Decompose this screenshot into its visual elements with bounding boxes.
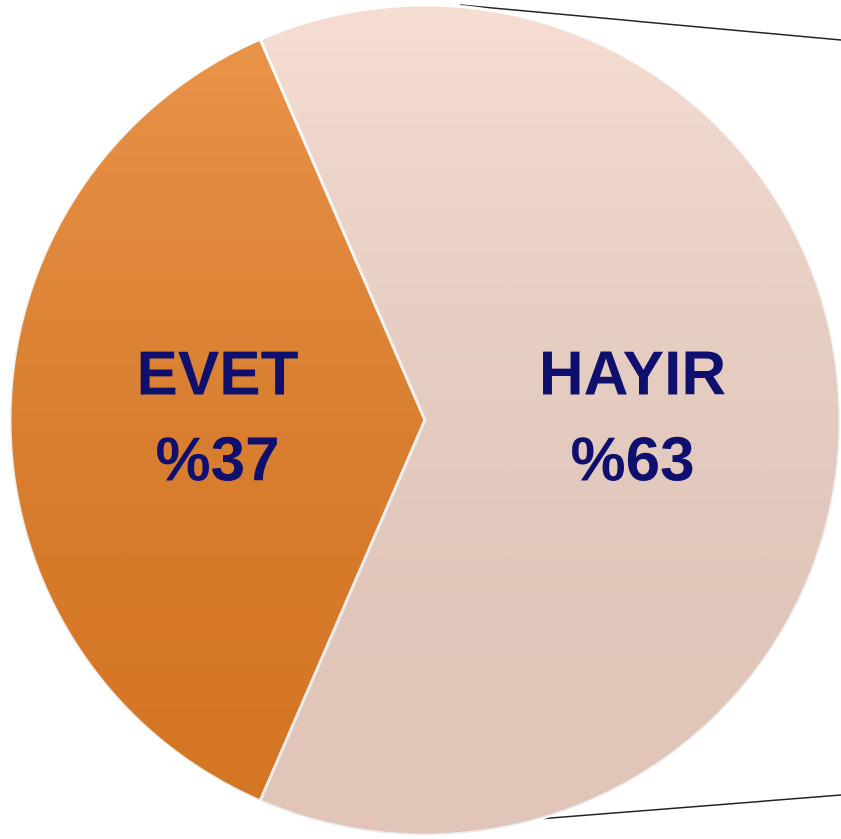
slice-value: %37 <box>155 425 279 494</box>
slice-name: EVET <box>137 339 299 408</box>
slice-value: %63 <box>570 425 694 494</box>
slice-name: HAYIR <box>539 339 726 408</box>
labels: EVET %37 HAYIR %63 <box>137 339 727 494</box>
pie <box>8 3 841 837</box>
